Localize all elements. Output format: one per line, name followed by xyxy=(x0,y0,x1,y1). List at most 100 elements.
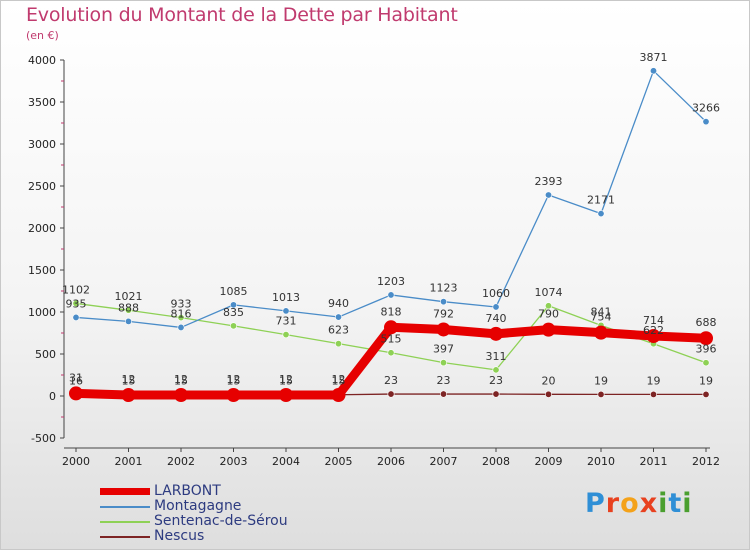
y-tick-label: 500 xyxy=(35,348,56,361)
data-label: 311 xyxy=(486,350,507,363)
data-label: 15 xyxy=(174,375,188,388)
data-label: 754 xyxy=(591,311,612,324)
data-label: 841 xyxy=(591,305,612,318)
y-tick-label: 4000 xyxy=(28,54,56,67)
data-label: 2393 xyxy=(535,175,563,188)
data-label: 740 xyxy=(486,312,507,325)
data-point xyxy=(649,390,657,398)
logo-letter: i xyxy=(658,488,669,519)
y-tick-label: 1500 xyxy=(28,264,56,277)
data-point xyxy=(387,291,395,299)
x-tick-label: 2006 xyxy=(377,455,405,468)
data-point xyxy=(72,299,80,307)
data-point xyxy=(436,322,451,337)
data-label: 933 xyxy=(171,298,192,311)
x-tick-label: 2005 xyxy=(325,455,353,468)
data-point xyxy=(125,317,133,325)
series-larbont xyxy=(69,320,713,402)
data-label: 20 xyxy=(542,374,556,387)
data-label: 396 xyxy=(696,343,717,356)
data-label: 2171 xyxy=(587,194,615,207)
data-point xyxy=(384,320,398,335)
data-point xyxy=(230,322,238,330)
data-point xyxy=(121,387,136,402)
data-point xyxy=(177,323,185,331)
x-tick-label: 2012 xyxy=(692,455,720,468)
data-label: 23 xyxy=(437,374,451,387)
data-label: 3871 xyxy=(640,51,668,64)
data-point xyxy=(125,306,133,314)
data-point xyxy=(646,329,661,344)
x-tick-label: 2001 xyxy=(115,455,143,468)
data-label: 19 xyxy=(699,374,713,387)
data-point xyxy=(492,390,500,398)
data-label: 515 xyxy=(381,333,402,346)
logo-letter: x xyxy=(639,488,659,519)
legend-item: Sentenac-de-Sérou xyxy=(100,513,360,530)
data-label: 1102 xyxy=(62,283,90,296)
y-tick-label: 1000 xyxy=(28,306,56,319)
data-point xyxy=(282,331,290,339)
logo-letter: r xyxy=(605,488,621,519)
data-point xyxy=(597,210,605,218)
data-point xyxy=(597,390,605,398)
chart-subtitle: (en €) xyxy=(26,29,59,42)
data-label: 12 xyxy=(227,373,241,386)
logo-letter: o xyxy=(620,488,640,519)
data-label: 792 xyxy=(433,307,454,320)
data-point xyxy=(331,387,346,402)
data-point xyxy=(282,307,290,315)
y-tick-label: 3500 xyxy=(28,96,56,109)
data-label: 19 xyxy=(594,374,608,387)
data-point xyxy=(594,325,608,340)
data-label: 1085 xyxy=(220,285,248,298)
data-label: 818 xyxy=(381,305,402,318)
x-tick-label: 2004 xyxy=(272,455,300,468)
x-tick-label: 2000 xyxy=(62,455,90,468)
x-tick-label: 2011 xyxy=(640,455,668,468)
legend-swatch xyxy=(100,506,150,508)
data-point xyxy=(230,301,238,309)
data-label: 790 xyxy=(538,308,559,321)
data-point xyxy=(544,390,552,398)
data-point xyxy=(439,359,447,367)
x-tick-label: 2010 xyxy=(587,455,615,468)
legend-label: Sentenac-de-Sérou xyxy=(154,513,288,529)
legend-item: Montagagne xyxy=(100,498,360,515)
data-label: 1021 xyxy=(115,290,143,303)
series-layer xyxy=(69,67,713,402)
y-tick-label: 3000 xyxy=(28,138,56,151)
data-label: 15 xyxy=(332,375,346,388)
x-tick-label: 2002 xyxy=(167,455,195,468)
data-label: 1074 xyxy=(535,286,563,299)
proxiti-logo: Proxiti xyxy=(585,488,693,519)
logo-letter: i xyxy=(682,488,693,519)
x-tick-label: 2007 xyxy=(430,455,458,468)
data-label: 16 xyxy=(69,375,83,388)
data-label: 622 xyxy=(643,324,664,337)
data-point xyxy=(177,314,185,322)
data-label: 3266 xyxy=(692,102,720,115)
logo-letter: t xyxy=(668,488,683,519)
x-tick-label: 2009 xyxy=(535,455,563,468)
data-point xyxy=(226,387,241,402)
data-label: 1060 xyxy=(482,287,510,300)
legend-label: Montagagne xyxy=(154,498,242,514)
data-label: 12 xyxy=(279,373,293,386)
data-label: 835 xyxy=(223,306,244,319)
data-point xyxy=(699,331,713,346)
data-point xyxy=(492,366,500,374)
legend-swatch xyxy=(100,488,150,495)
data-label: 12 xyxy=(332,373,346,386)
legend-item: LARBONT xyxy=(100,483,360,500)
data-point xyxy=(387,349,395,357)
y-tick-label: 2500 xyxy=(28,180,56,193)
data-label: 15 xyxy=(227,375,241,388)
data-point xyxy=(544,191,552,199)
data-point xyxy=(492,303,500,311)
series-sentenac-de-s-rou xyxy=(72,299,710,374)
data-label: 888 xyxy=(118,301,139,314)
data-point xyxy=(387,390,395,398)
